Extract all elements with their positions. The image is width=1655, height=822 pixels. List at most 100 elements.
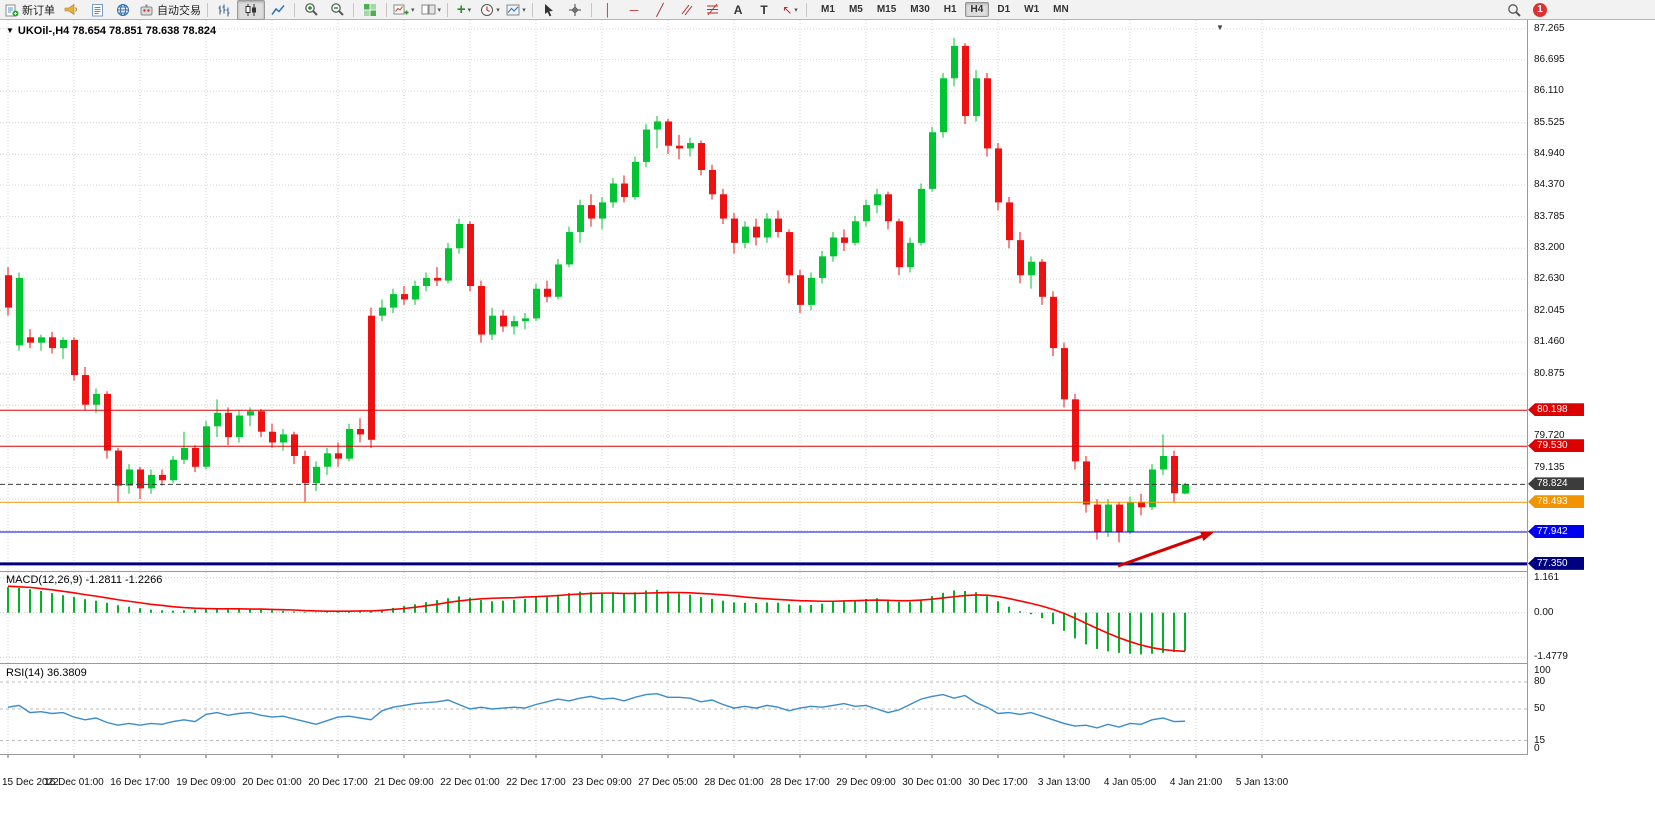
chart-dropdown-icon[interactable]: ▼ (6, 26, 14, 35)
globe-icon (117, 3, 129, 16)
timeframe-mn[interactable]: MN (1053, 4, 1069, 15)
timeframe-d1[interactable]: D1 (997, 4, 1011, 15)
price-tick: 81.460 (1534, 336, 1565, 348)
time-label: 16 Dec 01:00 (44, 777, 104, 788)
search-icon (1508, 3, 1521, 17)
annotation-arrow-head[interactable] (1200, 531, 1214, 542)
main-toolbar: 新订单 自动交易 (0, 0, 1655, 20)
chevron-down-icon: ▾ (496, 6, 500, 14)
zoom-out-icon (330, 3, 344, 16)
notification-badge[interactable]: 1 (1533, 2, 1547, 17)
tile-windows-button[interactable] (357, 1, 383, 19)
vertical-line-button[interactable]: │ (595, 1, 621, 19)
chart-title: ▼ UKOil-,H4 78.654 78.851 78.638 78.824 (6, 25, 216, 37)
time-axis[interactable]: 15 Dec 2022 16 Dec 01:00 16 Dec 17:00 19 De… (0, 774, 1655, 794)
horizontal-line-icon: ─ (629, 2, 639, 17)
new-chart-icon (393, 4, 409, 14)
timeframe-toolbar: M1 M5 M15 M30 H1 H4 D1 W1 MN (814, 2, 1076, 17)
website-button[interactable] (110, 1, 136, 19)
journal-button[interactable] (84, 1, 110, 19)
toolbar-separator (591, 2, 593, 17)
macd-tick: 1.161 (1534, 571, 1560, 583)
profiles-button[interactable]: ▾ (418, 1, 445, 19)
new-order-label: 新订单 (22, 4, 55, 17)
rsi-tick: 100 (1534, 665, 1551, 676)
candlestick-chart-button[interactable] (237, 0, 265, 20)
zoom-out-button[interactable] (324, 1, 350, 19)
document-icon (91, 3, 103, 16)
price-badge-78.824: 78.824 (1528, 477, 1584, 491)
chevron-down-icon: ▾ (522, 6, 526, 14)
time-label: 4 Jan 05:00 (1103, 777, 1157, 788)
macd-histogram (7, 587, 1186, 655)
toolbar-separator (532, 2, 534, 17)
time-label: 19 Dec 09:00 (176, 777, 236, 788)
symbol-ohlc-text: UKOil-,H4 78.654 78.851 78.638 78.824 (17, 25, 217, 37)
chevron-down-icon: ▾ (467, 6, 472, 14)
horizontal-line-button[interactable]: ─ (621, 1, 647, 19)
price-tick: 85.525 (1534, 116, 1565, 128)
bar-chart-button[interactable] (211, 1, 237, 19)
timeframe-m15[interactable]: M15 (876, 4, 897, 15)
search-button[interactable] (1501, 1, 1527, 19)
price-scale[interactable]: 87.265 86.695 86.110 85.525 84.940 84.370 83.7… (1528, 20, 1655, 772)
chart-shift-marker[interactable]: ▼ (1216, 23, 1224, 32)
timeframe-m1[interactable]: M1 (821, 4, 835, 15)
templates-button[interactable]: ▾ (503, 1, 529, 19)
autotrading-robot-icon (140, 4, 153, 15)
trendline-button[interactable]: ╱ (647, 1, 673, 19)
crosshair-icon (569, 3, 582, 16)
fibonacci-button[interactable] (699, 1, 725, 19)
time-label: 20 Dec 01:00 (242, 777, 302, 788)
time-label: 30 Dec 17:00 (968, 777, 1028, 788)
time-label: 28 Dec 17:00 (770, 777, 830, 788)
indicators-button[interactable]: + ▾ (451, 1, 477, 19)
new-order-button[interactable]: 新订单 (2, 1, 58, 19)
price-chart-canvas[interactable] (0, 20, 1655, 822)
crosshair-button[interactable] (562, 1, 588, 19)
auto-trading-label: 自动交易 (157, 4, 201, 17)
timeframe-m30[interactable]: M30 (910, 4, 930, 15)
profiles-icon (421, 4, 436, 14)
time-label: 20 Dec 17:00 (308, 777, 368, 788)
rsi-tick: 50 (1534, 703, 1546, 714)
price-badge-77.350: 77.350 (1528, 556, 1584, 570)
time-label: 22 Dec 17:00 (506, 777, 566, 788)
timeframe-h4[interactable]: H4 (964, 2, 990, 17)
alerts-button[interactable] (58, 1, 84, 19)
price-levels (0, 409, 1527, 566)
price-tick: 79.720 (1534, 430, 1565, 442)
price-tick: 84.940 (1534, 148, 1565, 160)
timeframe-m5[interactable]: M5 (848, 4, 863, 15)
price-tick: 82.045 (1534, 304, 1565, 316)
line-chart-button[interactable] (265, 1, 291, 19)
channel-button[interactable] (673, 1, 699, 19)
time-label: 28 Dec 01:00 (704, 777, 764, 788)
time-label: 16 Dec 17:00 (110, 777, 170, 788)
timeframe-h1[interactable]: H1 (943, 4, 957, 15)
macd-tick: 0.00 (1534, 606, 1554, 618)
macd-tick: -1.4779 (1534, 651, 1568, 663)
zoom-in-button[interactable] (298, 1, 324, 19)
cursor-button[interactable] (536, 1, 562, 19)
time-label: 23 Dec 09:00 (572, 777, 632, 788)
new-chart-button[interactable]: ▾ (390, 1, 418, 19)
annotation-arrow[interactable] (1117, 534, 1203, 568)
text-button[interactable]: A (725, 1, 751, 19)
text-label-icon: T (760, 2, 768, 17)
toolbar-separator (353, 2, 354, 17)
new-order-icon (5, 4, 19, 16)
chart-window[interactable]: ▼ UKOil-,H4 78.654 78.851 78.638 78.824 M… (0, 20, 1655, 822)
price-tick: 83.785 (1534, 210, 1565, 222)
timeframe-w1[interactable]: W1 (1024, 4, 1040, 15)
price-tick: 83.200 (1534, 242, 1565, 254)
arrows-button[interactable]: ↖ ▾ (777, 1, 803, 19)
toolbar-separator (447, 2, 449, 17)
price-badge-78.493: 78.493 (1528, 495, 1584, 509)
price-tick: 84.370 (1534, 179, 1565, 191)
periods-button[interactable]: ▾ (477, 1, 503, 19)
text-label-button[interactable]: T (751, 1, 777, 19)
time-label: 27 Dec 05:00 (638, 777, 698, 788)
auto-trading-button[interactable]: 自动交易 (136, 1, 204, 19)
channel-icon (681, 4, 692, 16)
